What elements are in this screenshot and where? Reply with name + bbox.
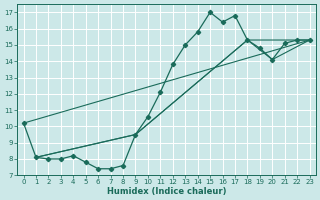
X-axis label: Humidex (Indice chaleur): Humidex (Indice chaleur) — [107, 187, 226, 196]
